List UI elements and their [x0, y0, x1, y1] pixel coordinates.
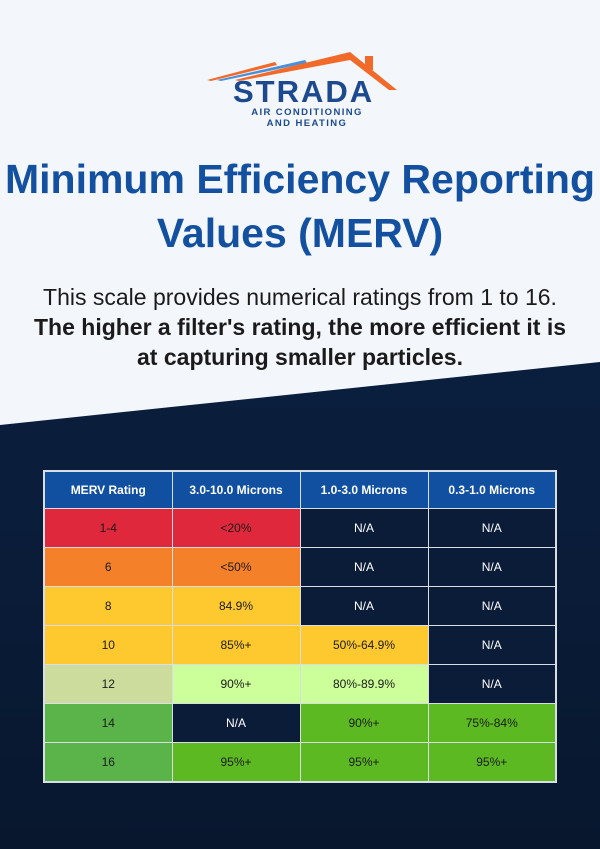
roof-icon — [207, 52, 397, 90]
table-row: 16 95%+ 95%+ 95%+ — [43, 742, 557, 783]
table-cell: 16 — [43, 742, 173, 783]
table-cell: N/A — [299, 547, 429, 587]
brand-tagline: AIR CONDITIONING AND HEATING — [251, 107, 363, 129]
table-row: 1-4 <20% N/A N/A — [43, 508, 557, 548]
table-cell: 90%+ — [171, 664, 301, 704]
table-cell: N/A — [427, 547, 557, 587]
description: This scale provides numerical ratings fr… — [33, 284, 566, 370]
column-header: 0.3-1.0 Microns — [427, 470, 557, 509]
column-header: MERV Rating — [43, 470, 173, 509]
table-cell: N/A — [171, 703, 301, 743]
table-cell: 80%-89.9% — [299, 664, 429, 704]
table-cell: 50%-64.9% — [299, 625, 429, 665]
table-cell: 95%+ — [427, 742, 557, 783]
table-cell: 90%+ — [299, 703, 429, 743]
table-row: 10 85%+ 50%-64.9% N/A — [43, 625, 557, 665]
table-cell: 10 — [43, 625, 173, 665]
page-title: Minimum Efficiency Reporting Values (MER… — [5, 156, 595, 256]
table-cell: <20% — [171, 508, 301, 548]
table-cell: 14 — [43, 703, 173, 743]
table-cell: 12 — [43, 664, 173, 704]
table-cell: 6 — [43, 547, 173, 587]
table-cell: N/A — [427, 664, 557, 704]
table-cell: N/A — [427, 586, 557, 626]
table-cell: 84.9% — [171, 586, 301, 626]
table-row: 6 <50% N/A N/A — [43, 547, 557, 587]
column-header: 3.0-10.0 Microns — [171, 470, 301, 509]
brand-name: STRADA — [233, 74, 375, 109]
table-cell: N/A — [299, 586, 429, 626]
table-cell: N/A — [427, 508, 557, 548]
table-row: 8 84.9% N/A N/A — [43, 586, 557, 626]
table-row: 14 N/A 90%+ 75%-84% — [43, 703, 557, 743]
table-cell: 75%-84% — [427, 703, 557, 743]
table-cell: <50% — [171, 547, 301, 587]
table-cell: 95%+ — [171, 742, 301, 783]
table-cell: 1-4 — [43, 508, 173, 548]
table-cell: N/A — [427, 625, 557, 665]
column-header: 1.0-3.0 Microns — [299, 470, 429, 509]
table-cell: N/A — [299, 508, 429, 548]
table-cell: 8 — [43, 586, 173, 626]
strada-logo: STRADA AIR CONDITIONING AND HEATING — [205, 50, 400, 130]
table-cell: 85%+ — [171, 625, 301, 665]
table-row: 12 90%+ 80%-89.9% N/A — [43, 664, 557, 704]
merv-table: MERV Rating 3.0-10.0 Microns 1.0-3.0 Micro… — [43, 470, 557, 783]
table-cell: 95%+ — [299, 742, 429, 783]
